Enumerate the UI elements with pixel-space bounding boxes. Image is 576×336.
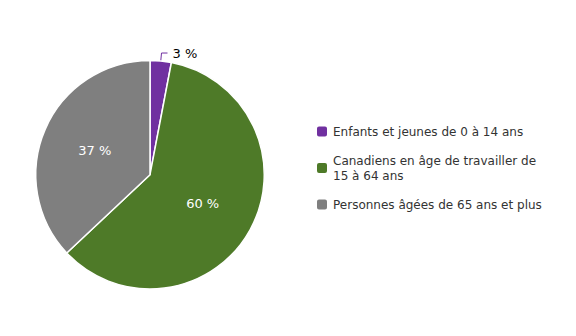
svg-text:60 %: 60 % — [186, 196, 219, 211]
svg-text:Personnes âgées de 65 ans et p: Personnes âgées de 65 ans et plus — [333, 198, 542, 212]
svg-text:15 à 64 ans: 15 à 64 ans — [333, 169, 404, 183]
svg-text:3 %: 3 % — [173, 46, 198, 61]
svg-text:Canadiens en âge de travailler: Canadiens en âge de travailler de — [333, 154, 536, 168]
svg-text:37 %: 37 % — [78, 143, 111, 158]
svg-text:Enfants et jeunes de 0 à 14 an: Enfants et jeunes de 0 à 14 ans — [333, 125, 523, 139]
